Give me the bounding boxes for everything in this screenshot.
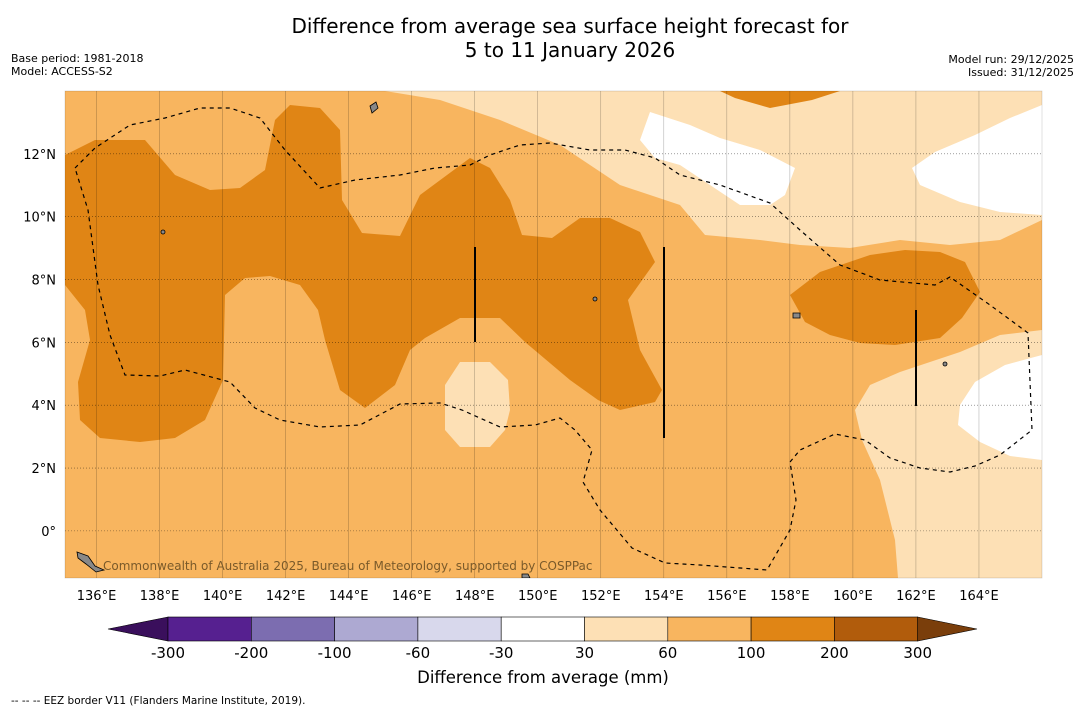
- island-7: [942, 361, 948, 367]
- colorbar-title: Difference from average (mm): [417, 668, 669, 687]
- lon-tick-labels: 136°E 138°E 140°E 142°E 144°E 146°E 148°E 150°E…: [77, 589, 999, 604]
- lat-tick-label: 0°: [41, 525, 56, 540]
- colorbar-label: 100: [737, 644, 766, 662]
- map-title-line1: Difference from average sea surface heig…: [291, 14, 849, 38]
- colorbar-label: -300: [151, 644, 185, 662]
- colorbar-label: 30: [575, 644, 594, 662]
- model-name: Model: ACCESS-S2: [11, 65, 113, 78]
- meta-left: Base period: 1981-2018 Model: ACCESS-S2: [11, 52, 143, 78]
- lon-tick-label: 162°E: [896, 589, 936, 604]
- colorbar-segment: [750, 616, 835, 642]
- lat-tick-label: 8°N: [32, 274, 57, 289]
- island-4: [521, 573, 531, 578]
- anomaly-100-200-region-top: [720, 91, 840, 108]
- island-2: [792, 312, 801, 319]
- lat-tick-label: 2°N: [32, 462, 57, 477]
- lon-tick-label: 164°E: [959, 589, 999, 604]
- lon-tick-label: 142°E: [266, 589, 306, 604]
- colorbar-label: -100: [318, 644, 352, 662]
- anomaly-100-200-region-east: [790, 250, 980, 345]
- colorbar-label: 300: [903, 644, 932, 662]
- map-gridlines: [65, 91, 1042, 578]
- issued-date: Issued: 31/12/2025: [967, 66, 1074, 79]
- lon-tick-label: 144°E: [329, 589, 369, 604]
- map-plot-area: Commonwealth of Australia 2025, Bureau o…: [65, 91, 1042, 578]
- colorbar-segment: [417, 616, 502, 642]
- map-frame: [64, 90, 1043, 579]
- anomaly-neutral-region-2: [912, 105, 1042, 215]
- lat-tick-label: 12°N: [23, 148, 56, 163]
- lon-tick-label: 138°E: [140, 589, 180, 604]
- colorbar-label: 200: [820, 644, 849, 662]
- footnote: -- -- -- EEZ border V11 (Flanders Marine…: [11, 695, 306, 707]
- colorbar-segment: [167, 616, 252, 642]
- colorbar-segment: [834, 616, 919, 642]
- island-5: [160, 229, 166, 235]
- colorbar-segment: [667, 616, 752, 642]
- islands: [76, 101, 948, 578]
- colorbar-segment: [334, 616, 419, 642]
- lon-tick-label: 158°E: [770, 589, 810, 604]
- lon-tick-label: 156°E: [707, 589, 747, 604]
- lon-tick-label: 152°E: [581, 589, 621, 604]
- anomaly-neutral-region-3: [958, 355, 1042, 460]
- lon-tick-label: 140°E: [203, 589, 243, 604]
- lon-tick-label: 148°E: [455, 589, 495, 604]
- lon-tick-label: 150°E: [518, 589, 558, 604]
- island-6: [592, 296, 598, 302]
- colorbar-label: -200: [234, 644, 268, 662]
- station-markers: [474, 247, 917, 438]
- lat-tick-label: 4°N: [32, 399, 57, 414]
- colorbar-segment: [584, 616, 669, 642]
- colorbar-label: 60: [658, 644, 677, 662]
- colorbar-label: -60: [406, 644, 431, 662]
- meta-right: Model run: 29/12/2025 Issued: 31/12/2025: [948, 53, 1074, 79]
- base-period: Base period: 1981-2018: [11, 52, 144, 65]
- island-3: [76, 551, 106, 573]
- map-title-line2: 5 to 11 January 2026: [464, 38, 676, 62]
- colorbar-segment: [500, 616, 585, 642]
- island-1: [369, 101, 379, 114]
- colorbar-label: -30: [489, 644, 514, 662]
- anomaly-100-200-region-west: [65, 105, 662, 442]
- colorbar-segment: [251, 616, 335, 642]
- colorbar: -300 -200 -100 -60 -30 30 60 100 200 300: [107, 616, 978, 662]
- lat-tick-label: 10°N: [23, 211, 56, 226]
- lon-tick-label: 160°E: [833, 589, 873, 604]
- anomaly-neutral-region-1: [640, 112, 795, 205]
- lon-tick-label: 146°E: [392, 589, 432, 604]
- model-run: Model run: 29/12/2025: [948, 53, 1074, 66]
- colorbar-extend-high: [917, 616, 978, 642]
- lat-tick-labels: 12°N 10°N 8°N 6°N 4°N 2°N 0°: [23, 148, 56, 540]
- colorbar-extend-low: [107, 616, 169, 642]
- eez-border: [74, 107, 1033, 571]
- watermark: Commonwealth of Australia 2025, Bureau o…: [103, 559, 593, 573]
- anomaly-30-60-region-center: [445, 362, 510, 447]
- lon-tick-label: 136°E: [77, 589, 117, 604]
- eez-border-line-west: [74, 107, 1033, 571]
- lon-tick-label: 154°E: [644, 589, 684, 604]
- lat-tick-label: 6°N: [32, 336, 57, 351]
